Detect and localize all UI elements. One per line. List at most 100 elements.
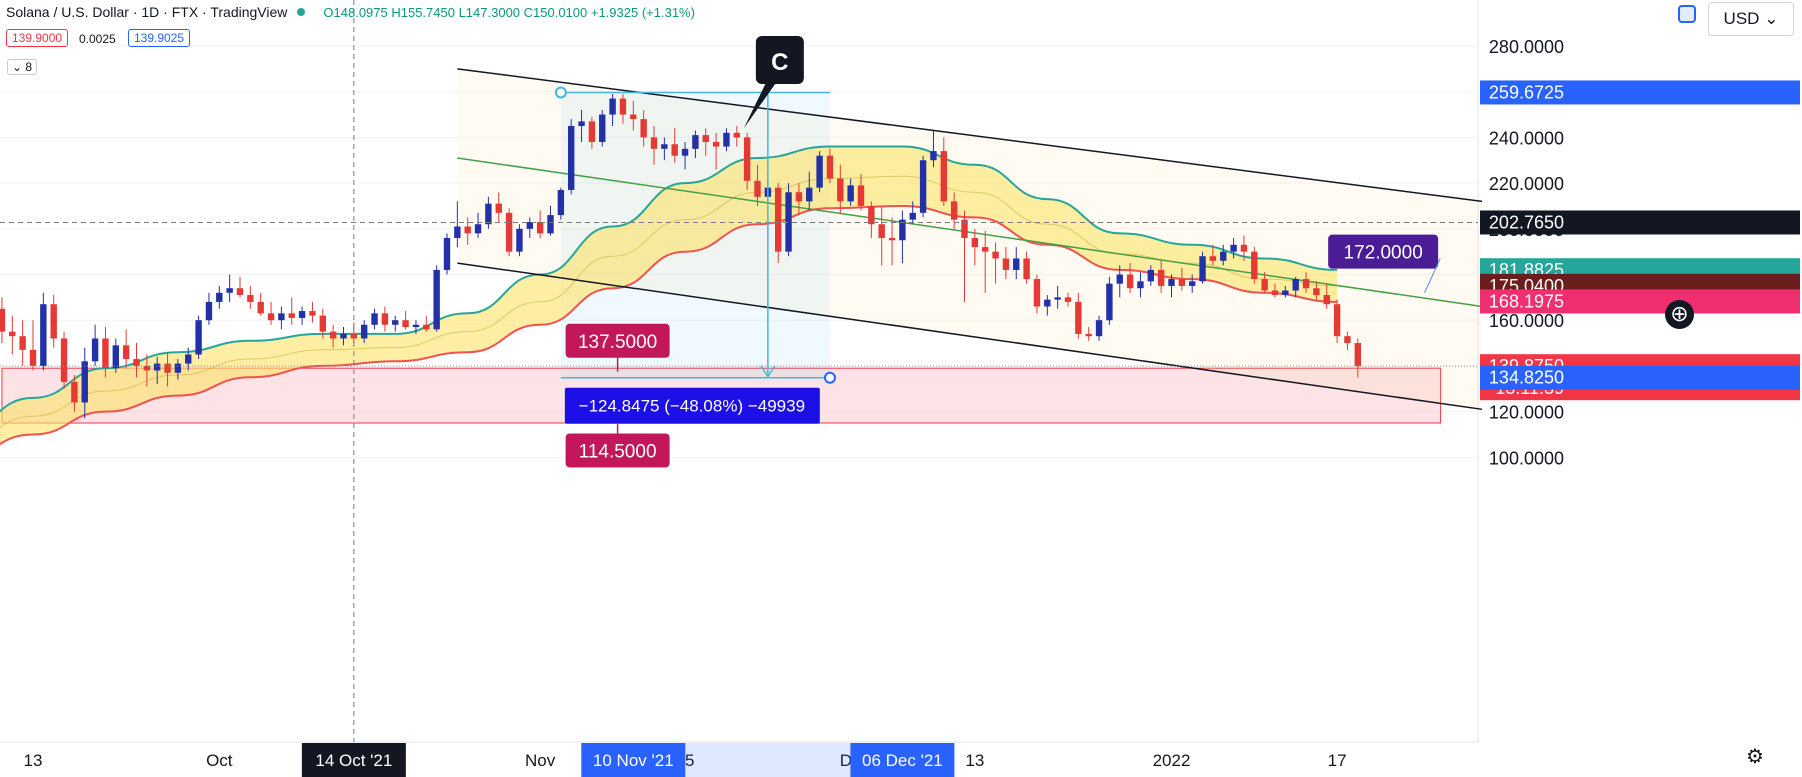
- candle: [60, 331, 68, 389]
- candle-body: [661, 144, 668, 149]
- axis-date-label-bg: [850, 743, 955, 777]
- axis-price-label: 134.8250: [1489, 368, 1564, 388]
- candle-body: [1302, 279, 1310, 289]
- candle: [754, 164, 761, 206]
- candle-body: [899, 219, 906, 241]
- candle-body: [733, 132, 740, 138]
- candle-body: [60, 338, 68, 382]
- candle-body: [195, 320, 202, 355]
- currency-label: USD: [1723, 9, 1760, 28]
- candle: [505, 208, 513, 257]
- candle-body: [1095, 320, 1103, 337]
- crosshair-plus-icon[interactable]: ⊕: [1665, 300, 1694, 329]
- bid-price-box[interactable]: 139.9000: [6, 29, 69, 47]
- candle: [91, 324, 99, 366]
- ask-price-box[interactable]: 139.9025: [128, 29, 191, 47]
- candle-body: [1333, 304, 1341, 337]
- axis-price-label-bg: [1480, 365, 1800, 390]
- currency-select[interactable]: USD ⌄: [1708, 2, 1794, 36]
- candle: [288, 297, 295, 325]
- candle: [992, 242, 999, 284]
- axis-price-label-bg: [1480, 289, 1800, 314]
- candle: [154, 356, 161, 385]
- measure-result-text: −124.8475 (−48.08%) −49939: [579, 397, 805, 416]
- candle-body: [1292, 279, 1299, 291]
- wave-label-text: C: [771, 49, 788, 76]
- candle-body: [278, 313, 285, 321]
- candle: [329, 324, 337, 348]
- x-tick-label: 13: [965, 751, 984, 770]
- candle-body: [919, 160, 927, 213]
- candle-body: [1189, 281, 1196, 286]
- candle-body: [91, 338, 99, 362]
- candle-body: [1209, 256, 1217, 261]
- channel-shade: [457, 68, 1482, 410]
- candle: [19, 320, 26, 366]
- candle-body: [81, 361, 88, 403]
- ribbon-fill: [0, 146, 1338, 444]
- candle-body: [392, 320, 399, 325]
- axis-date-label: 14 Oct '21: [315, 751, 392, 770]
- axis-price-label: 168.1975: [1489, 291, 1564, 311]
- annotation-connector: [1424, 258, 1441, 293]
- candle-body: [247, 295, 254, 302]
- candle-body: [474, 224, 482, 234]
- y-tick-label: 160.0000: [1489, 311, 1564, 331]
- candle-body: [164, 363, 171, 373]
- candle-body: [1220, 251, 1227, 261]
- candle-body: [1230, 244, 1237, 252]
- y-tick-label: 100.0000: [1489, 448, 1564, 468]
- candle-body: [795, 192, 803, 202]
- annotation-137-5: 137.5000: [578, 332, 657, 353]
- candle: [795, 183, 803, 216]
- y-tick-label: 120.0000: [1489, 403, 1564, 423]
- candle-body: [226, 288, 233, 293]
- candle: [712, 132, 720, 170]
- candle-body: [1106, 283, 1113, 321]
- candle: [878, 205, 885, 266]
- candle-body: [371, 313, 378, 325]
- candle: [81, 347, 88, 419]
- candle-body: [888, 237, 896, 241]
- candle: [174, 359, 182, 380]
- candle-body: [650, 137, 658, 149]
- candle-body: [671, 144, 678, 156]
- gear-icon[interactable]: ⚙: [1746, 746, 1764, 768]
- candle-body: [216, 292, 223, 302]
- candle: [909, 201, 916, 225]
- ribbon-lower-line: [0, 204, 1338, 446]
- candle: [1147, 265, 1154, 286]
- candle: [1261, 272, 1268, 293]
- candle-body: [485, 203, 492, 225]
- indicator-count-toggle[interactable]: ⌄ 8: [7, 59, 38, 75]
- candle-body: [1199, 256, 1206, 282]
- annotation-114-5-box: [565, 433, 670, 468]
- snapshot-icon[interactable]: [1678, 5, 1696, 23]
- candle: [298, 306, 306, 325]
- candle-body: [1313, 288, 1320, 296]
- candle: [888, 217, 896, 266]
- candle: [1240, 235, 1248, 261]
- candle: [1189, 274, 1196, 293]
- candle-body: [102, 338, 109, 369]
- candle: [1044, 295, 1051, 316]
- candle: [630, 100, 637, 131]
- candle-body: [143, 365, 151, 371]
- candle-body: [1002, 258, 1010, 270]
- candle: [1168, 274, 1175, 298]
- candle: [1054, 285, 1061, 309]
- candle-body: [681, 148, 689, 156]
- candle: [29, 320, 37, 371]
- candle-body: [329, 331, 337, 339]
- candle-body: [412, 324, 420, 328]
- candle: [578, 109, 585, 142]
- candle: [102, 327, 109, 378]
- candle: [1002, 247, 1010, 280]
- candle-body: [71, 381, 78, 403]
- candle-body: [19, 336, 26, 350]
- candle-body: [826, 155, 834, 179]
- candle: [1075, 292, 1082, 339]
- candle: [1313, 281, 1320, 300]
- candle: [1085, 327, 1092, 341]
